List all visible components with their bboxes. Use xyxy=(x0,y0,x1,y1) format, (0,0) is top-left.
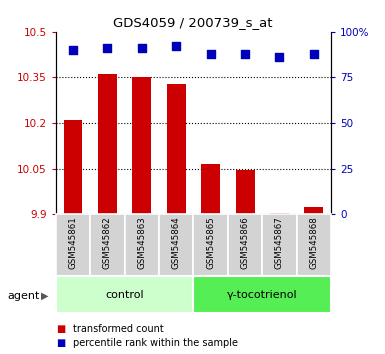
Text: GDS4059 / 200739_s_at: GDS4059 / 200739_s_at xyxy=(113,16,272,29)
Bar xyxy=(90,214,125,276)
Text: control: control xyxy=(105,290,144,300)
Bar xyxy=(98,74,117,214)
Text: GSM545868: GSM545868 xyxy=(310,216,318,269)
Bar xyxy=(194,276,331,313)
Text: GSM545866: GSM545866 xyxy=(241,216,249,269)
Bar xyxy=(194,214,228,276)
Text: GSM545861: GSM545861 xyxy=(69,216,77,269)
Point xyxy=(311,51,317,57)
Point xyxy=(70,47,76,53)
Bar xyxy=(201,164,220,214)
Bar xyxy=(125,214,159,276)
Bar xyxy=(228,214,262,276)
Bar xyxy=(159,214,194,276)
Bar xyxy=(297,214,331,276)
Text: transformed count: transformed count xyxy=(73,324,164,333)
Bar xyxy=(270,213,289,214)
Text: ■: ■ xyxy=(56,338,65,348)
Text: γ-tocotrienol: γ-tocotrienol xyxy=(227,290,298,300)
Point xyxy=(208,51,214,57)
Text: GSM545864: GSM545864 xyxy=(172,216,181,269)
Text: ■: ■ xyxy=(56,324,65,333)
Bar xyxy=(64,120,82,214)
Text: percentile rank within the sample: percentile rank within the sample xyxy=(73,338,238,348)
Bar xyxy=(167,84,186,214)
Text: ▶: ▶ xyxy=(40,291,48,301)
Bar xyxy=(305,207,323,214)
Text: GSM545862: GSM545862 xyxy=(103,216,112,269)
Bar xyxy=(56,214,90,276)
Bar xyxy=(56,276,194,313)
Point xyxy=(104,45,110,51)
Text: agent: agent xyxy=(8,291,40,301)
Bar xyxy=(262,214,297,276)
Point xyxy=(173,44,179,49)
Text: GSM545867: GSM545867 xyxy=(275,216,284,269)
Bar xyxy=(236,170,254,214)
Point xyxy=(276,55,283,60)
Point xyxy=(242,51,248,57)
Point xyxy=(139,45,145,51)
Bar xyxy=(132,78,151,214)
Text: GSM545863: GSM545863 xyxy=(137,216,146,269)
Text: GSM545865: GSM545865 xyxy=(206,216,215,269)
